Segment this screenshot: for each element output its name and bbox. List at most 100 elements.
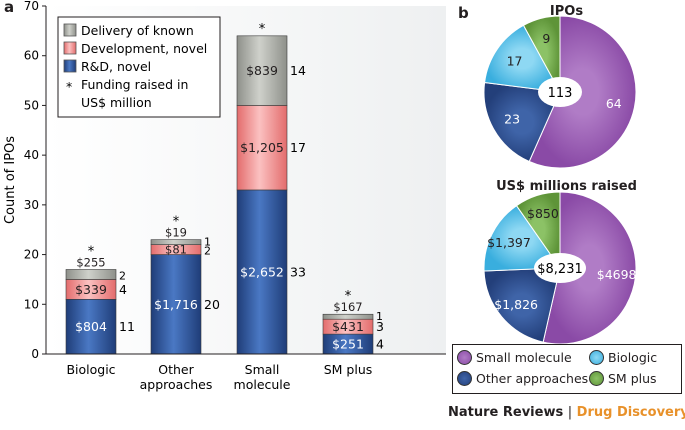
pie-legend-sm-plus: SM plus [589, 371, 657, 386]
pie-slice-label: $850 [527, 206, 559, 221]
pie-slice-label: $4698 [597, 267, 637, 282]
bar-count-label: 1 [376, 310, 383, 323]
bar-funding-label: $251 [332, 337, 364, 352]
bar-count-label: 11 [119, 319, 135, 334]
legend-swatch-development-novel [63, 41, 77, 55]
y-tick-label: 50 [24, 98, 39, 112]
bar-count-label: 4 [376, 337, 384, 352]
bar-funding-label: $167 [333, 300, 362, 314]
bar-funding-label: $339 [75, 282, 107, 297]
pie-slice-other-approaches [483, 81, 561, 163]
pie-legend-label: Other approaches [476, 371, 589, 386]
pie-slice-sm-plus [515, 191, 561, 270]
pie-legend-other-approaches: Other approaches [457, 371, 588, 386]
bar-count-label: 2 [119, 269, 126, 282]
donut-center-total: 113 [548, 86, 573, 101]
y-tick-label: 10 [24, 297, 39, 311]
legend-label-rd-novel: R&D, novel [81, 59, 151, 74]
legend-label-delivery-known: Delivery of known [81, 23, 194, 38]
legend-frame [57, 16, 221, 118]
legend-swatch-delivery-known [63, 23, 77, 37]
pie-slice-label: $1,826 [494, 297, 538, 312]
donut-hole [534, 253, 586, 283]
pie-slice-biologic [483, 204, 561, 272]
bar-funding-label: $2,652 [240, 264, 284, 279]
bar-legend: Delivery of known Development, novel R&D… [57, 16, 221, 118]
y-tick-label: 0 [31, 347, 39, 361]
bar-count-label: 4 [119, 282, 127, 297]
pie-slice-small-molecule [542, 191, 637, 345]
pie-slice-label: 64 [606, 96, 622, 111]
bar-segment-rd-novel [65, 299, 117, 355]
bar-funding-label: $431 [332, 319, 364, 334]
bar-funding-label: $19 [165, 226, 187, 240]
pie-charts: 64 23 17 9 113 $4698 $1,826 $1,397 $850 $8,231 [483, 15, 637, 345]
funding-star-mark: * [345, 289, 352, 304]
pie-slice-label: 9 [542, 31, 550, 46]
pie-slice-label: 17 [507, 54, 523, 69]
bar-funding-label: $1,205 [240, 140, 284, 155]
bar-chart: 11$8044$3392$255*20$1,7162$811$19*33$2,6… [3, 0, 446, 392]
panel-letter-a: a [4, 0, 15, 16]
pie-slice-other-approaches [483, 267, 561, 343]
x-category-label: Other [158, 362, 194, 377]
x-category-label: approaches [140, 377, 213, 392]
y-tick-label: 70 [24, 0, 39, 13]
legend-note-line-1: Funding raised in [81, 77, 188, 92]
pie-legend-label: Biologic [608, 350, 658, 365]
legend-note-line-2: US$ million [81, 95, 152, 110]
pie-legend-small-molecule: Small molecule [457, 350, 572, 365]
pie-legend-biologic: Biologic [589, 350, 657, 365]
funding-star-mark: * [173, 215, 180, 230]
bar-count-label: 33 [290, 264, 306, 279]
bar-segment-rd-novel [150, 254, 202, 355]
bar-segment-delivery-known [322, 313, 374, 320]
publisher-name: Nature Reviews [448, 405, 564, 420]
y-tick-label: 30 [24, 198, 39, 212]
y-tick-label: 60 [24, 49, 39, 63]
bar-count-label: 3 [376, 319, 384, 334]
other-approaches-swatch [457, 371, 472, 386]
pie-legend-label: SM plus [608, 371, 657, 386]
bar-count-label: 20 [204, 297, 220, 312]
sm-plus-swatch [589, 371, 604, 386]
bar-funding-label: $1,716 [154, 297, 198, 312]
funding-star-mark: * [88, 244, 95, 259]
bar-segment-delivery-known [150, 239, 202, 245]
bar-funding-label: $81 [165, 243, 187, 257]
biologic-swatch [589, 350, 604, 365]
legend-swatch-rd-novel [63, 59, 77, 73]
pie-legend: Small molecule Biologic Other approaches… [452, 344, 682, 394]
x-category-label: Biologic [66, 362, 115, 377]
bar-count-label: 1 [204, 236, 211, 249]
x-category-label: SM plus [324, 362, 373, 377]
bar-segment-delivery-known [65, 269, 117, 280]
bar-funding-label: $255 [76, 255, 105, 269]
pie-slice-sm-plus [522, 15, 561, 93]
credit-separator: | [567, 405, 573, 420]
bar-count-label: 14 [290, 63, 306, 78]
panel-letter-b: b [458, 4, 469, 22]
bar-count-label: 17 [290, 140, 306, 155]
legend-star-symbol: * [66, 79, 72, 94]
y-tick-label: 20 [24, 248, 39, 262]
x-category-label: molecule [234, 377, 291, 392]
journal-credit: Nature Reviews | Drug Discovery [448, 405, 685, 420]
pie-slice-small-molecule [528, 15, 637, 169]
pie-slice-biologic [484, 24, 561, 93]
bar-funding-label: $839 [246, 63, 278, 78]
donut-hole [538, 77, 582, 107]
pie-slice-label: 23 [504, 112, 520, 127]
ipos-pie-title: IPOs [549, 4, 584, 19]
y-tick-label: 40 [24, 148, 39, 162]
funding-star-mark: * [259, 22, 266, 37]
bar-funding-label: $804 [75, 319, 107, 334]
legend-label-development-novel: Development, novel [81, 41, 207, 56]
bar-segment-delivery-known [236, 35, 288, 106]
x-category-label: Small [245, 362, 280, 377]
bar-count-label: 2 [204, 245, 211, 258]
y-axis-label: Count of IPOs [3, 136, 18, 224]
small-molecule-swatch [457, 350, 472, 365]
pie-legend-label: Small molecule [476, 350, 572, 365]
panel-a: a 11 $804 4 $339 2 $255 * 20 $1,716 2 $81 1 $19 * 33 $2… [3, 0, 446, 392]
